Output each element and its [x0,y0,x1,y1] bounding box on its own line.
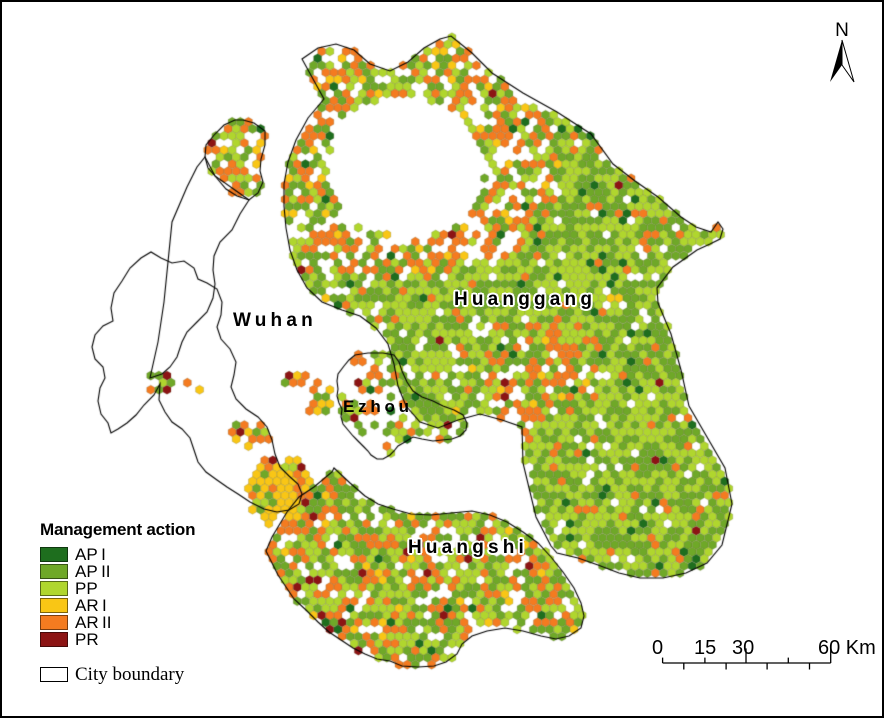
svg-text:30: 30 [732,637,754,659]
svg-text:60 Km: 60 Km [818,637,876,659]
svg-text:15: 15 [694,637,716,659]
svg-text:N: N [835,20,849,41]
svg-text:0: 0 [652,637,663,659]
